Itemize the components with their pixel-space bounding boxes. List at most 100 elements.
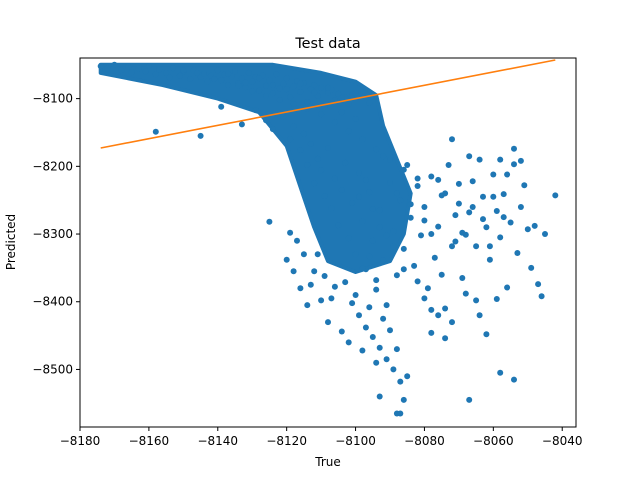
scatter-point: [380, 315, 387, 322]
scatter-point: [338, 187, 345, 193]
scatter-point: [504, 171, 511, 178]
scatter-point: [338, 109, 345, 116]
scatter-point: [511, 161, 517, 168]
scatter-point: [256, 75, 263, 82]
scatter-point: [493, 296, 500, 302]
scatter-point: [397, 197, 404, 204]
scatter-point: [442, 190, 449, 197]
scatter-point: [517, 157, 524, 164]
x-tick-label: −8140: [197, 434, 238, 448]
scatter-point: [552, 192, 559, 199]
scatter-point: [480, 216, 486, 223]
scatter-point: [163, 69, 170, 76]
scatter-point: [318, 84, 325, 91]
scatter-point: [156, 66, 163, 73]
scatter-point: [287, 94, 294, 101]
scatter-point: [97, 63, 104, 70]
scatter-point: [335, 260, 342, 267]
scatter-point: [211, 76, 218, 82]
y-tick-label: −8400: [32, 295, 73, 309]
scatter-point: [273, 71, 280, 78]
scatter-point: [290, 101, 297, 107]
scatter-point: [418, 232, 424, 239]
scatter-point: [318, 167, 325, 174]
scatter-point: [376, 393, 383, 400]
scatter-point: [466, 153, 473, 160]
scatter-point: [383, 232, 390, 239]
scatter-point: [238, 121, 245, 128]
scatter-point: [142, 68, 149, 75]
scatter-point: [435, 312, 442, 319]
scatter-point: [283, 86, 290, 93]
scatter-point: [414, 278, 421, 285]
scatter-point: [242, 79, 249, 86]
scatter-point: [269, 90, 276, 97]
scatter-point: [283, 75, 290, 82]
scatter-point: [232, 68, 238, 75]
scatter-point: [249, 88, 256, 95]
scatter-point: [366, 99, 373, 106]
scatter-point: [383, 302, 390, 309]
scatter-point: [428, 173, 435, 180]
scatter-point: [356, 193, 362, 200]
scatter-point: [201, 70, 207, 77]
scatter-point: [331, 119, 338, 126]
scatter-point: [356, 170, 362, 177]
scatter-point: [238, 75, 245, 82]
scatter-point: [490, 193, 497, 200]
scatter-point: [400, 166, 407, 173]
scatter-point: [407, 214, 414, 221]
scatter-point: [504, 284, 511, 291]
scatter-point: [314, 251, 321, 258]
scatter-point: [152, 71, 159, 78]
scatter-point: [462, 290, 469, 297]
scatter-point: [511, 145, 517, 152]
scatter-point: [218, 77, 225, 84]
scatter-point: [180, 67, 187, 74]
scatter-point: [542, 231, 548, 237]
scatter-point: [442, 335, 449, 342]
scatter-point: [263, 82, 269, 89]
scatter-point: [521, 182, 528, 189]
scatter-point: [411, 262, 418, 269]
scatter-point: [176, 72, 183, 79]
scatter-point: [431, 254, 438, 261]
scatter-point: [380, 153, 387, 160]
scatter-point: [290, 123, 297, 130]
scatter-point: [266, 77, 273, 84]
scatter-point: [362, 324, 369, 331]
scatter-point: [359, 218, 366, 225]
scatter-point: [214, 67, 221, 74]
scatter-point: [369, 237, 376, 244]
scatter-point: [421, 204, 428, 210]
scatter-point: [390, 243, 397, 250]
scatter-point: [290, 83, 297, 90]
scatter-point: [252, 107, 259, 114]
scatter-point: [135, 65, 142, 72]
scatter-point: [483, 224, 490, 231]
scatter-point: [266, 218, 273, 225]
scatter-point: [397, 410, 404, 417]
scatter-point: [269, 126, 276, 133]
scatter-point: [276, 85, 283, 92]
scatter-point: [476, 312, 483, 319]
scatter-point: [393, 272, 400, 279]
scatter-point: [311, 82, 318, 89]
scatter-point: [428, 231, 435, 237]
scatter-point: [349, 300, 356, 307]
scatter-point: [400, 245, 407, 252]
scatter-point: [393, 346, 400, 353]
scatter-point: [166, 74, 173, 81]
scatter-point: [500, 191, 507, 198]
scatter-point: [297, 88, 304, 95]
scatter-point: [538, 293, 545, 300]
scatter-point: [400, 266, 407, 273]
scatter-point: [528, 264, 535, 271]
y-axis: −8100 −8200 −8300 −8400 −8500: [32, 92, 80, 376]
scatter-point: [204, 78, 211, 85]
scatter-point: [449, 136, 455, 143]
plot-area: [97, 59, 559, 417]
scatter-point: [325, 145, 331, 151]
scatter-point: [400, 396, 407, 403]
scatter-point: [328, 295, 335, 302]
